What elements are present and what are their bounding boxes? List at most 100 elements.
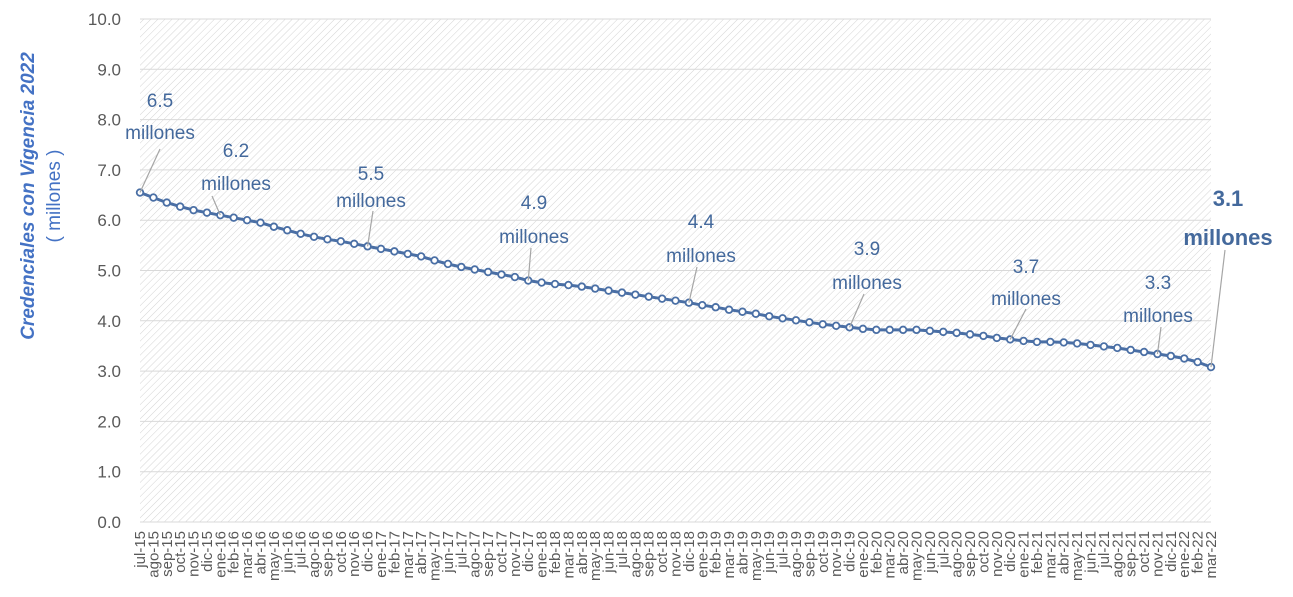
data-point [1166,351,1176,361]
annotation-unit: millones [1183,225,1272,250]
annotation-leader-line [366,210,374,247]
y-tick-label: 8.0 [97,111,121,130]
x-tick-label: ago-16 [306,531,323,578]
x-tick-label: jul-15 [132,531,149,569]
x-axis-ticks: jul-15ago-15sep-15oct-15nov-15dic-15ene-… [132,531,1220,581]
x-tick-label: abr-21 [1056,531,1073,574]
x-tick-label: jun-21 [1083,531,1100,574]
data-point [965,330,975,339]
data-point [162,198,171,207]
data-point [550,279,560,289]
x-tick-label: mar-16 [239,531,256,579]
data-point [1059,338,1068,347]
x-tick-label: sep-16 [319,531,336,577]
data-point [1046,337,1055,347]
x-tick-label: sep-21 [1123,531,1140,577]
x-tick-label: sep-18 [641,531,658,577]
data-point [1193,357,1202,367]
data-point [1099,342,1109,351]
data-point [202,208,212,217]
y-tick-label: 7.0 [97,161,121,180]
x-tick-label: jul-16 [293,531,310,569]
x-tick-label: sep-19 [801,531,818,577]
annotation-leader-line [688,266,698,303]
annotation-value: 5.5 [358,164,384,185]
data-point [510,272,520,282]
data-point [925,326,935,336]
data-point [229,213,238,222]
x-tick-label: may-18 [587,531,604,581]
annotation-unit: millones [125,123,195,144]
data-point [416,252,426,261]
x-tick-label: feb-20 [868,531,885,574]
data-point [497,270,506,279]
x-tick-label: abr-17 [413,531,430,574]
data-point [350,239,359,249]
x-tick-label: ene-22 [1176,531,1193,578]
annotation-unit: millones [499,227,569,248]
x-tick-label: sep-17 [480,531,497,577]
data-point [671,296,680,305]
x-tick-label: abr-16 [252,531,269,574]
x-tick-label: oct-17 [493,531,510,573]
data-point [1032,337,1042,347]
data-point [470,265,479,274]
data-point [443,259,453,269]
y-tick-label: 1.0 [97,463,121,482]
x-tick-label: jul-20 [935,531,952,569]
x-tick-label: jul-18 [614,531,631,569]
x-tick-label: oct-18 [654,531,671,573]
y-axis-title-text: Credenciales con Vigencia 2022 [18,52,39,340]
x-tick-label: may-16 [266,531,283,581]
data-point [738,307,747,316]
data-point [1086,340,1095,350]
x-tick-label: feb-21 [1029,531,1046,574]
annotation-value: 6.5 [147,91,173,112]
data-point [175,202,185,211]
data-point [818,320,827,329]
data-point [1180,354,1189,363]
data-point [283,226,292,235]
x-tick-label: dic-19 [842,531,859,572]
data-point [791,316,801,325]
data-point [617,288,627,297]
x-tick-label: nov-17 [507,531,524,577]
x-tick-label: jun-19 [761,531,778,574]
x-tick-label: dic-20 [1002,531,1019,572]
data-point [805,318,814,327]
x-tick-label: ago-17 [467,531,484,578]
x-tick-label: oct-19 [815,531,832,573]
data-point [644,292,653,301]
x-tick-label: oct-21 [1136,531,1153,573]
y-axis-ticks: 0.0 1.0 2.0 3.0 4.0 5.0 6.0 7.0 8.0 9.0 10.0 [88,10,121,532]
x-tick-label: dic-15 [199,531,216,572]
data-point [912,325,921,335]
data-point [1019,336,1028,346]
x-tick-label: abr-20 [895,531,912,574]
data-point [537,278,546,287]
x-tick-label: ago-20 [949,531,966,578]
data-point [1139,347,1149,357]
data-point [296,229,305,238]
x-tick-label: nov-16 [346,531,363,577]
annotation-unit: millones [336,191,406,212]
data-point [604,286,613,295]
x-tick-label: may-21 [1069,531,1086,581]
annotation-value: 6.2 [223,141,249,162]
x-tick-label: mar-20 [882,531,899,579]
x-tick-label: dic-18 [681,531,698,572]
y-axis-title: Credenciales con Vigencia 2022 ( millone… [18,52,65,340]
x-tick-label: may-20 [908,531,925,581]
x-tick-label: mar-18 [560,531,577,579]
data-point [309,232,319,241]
x-tick-label: jun-16 [279,531,296,574]
annotation-value: 3.1 [1213,186,1244,211]
y-tick-label: 3.0 [97,362,121,381]
x-tick-label: mar-22 [1203,531,1220,579]
data-point [698,301,707,310]
x-tick-label: nov-19 [828,531,845,577]
data-point [1126,345,1135,355]
data-point [430,256,439,265]
x-tick-label: nov-18 [668,531,685,577]
data-point [1113,343,1122,353]
